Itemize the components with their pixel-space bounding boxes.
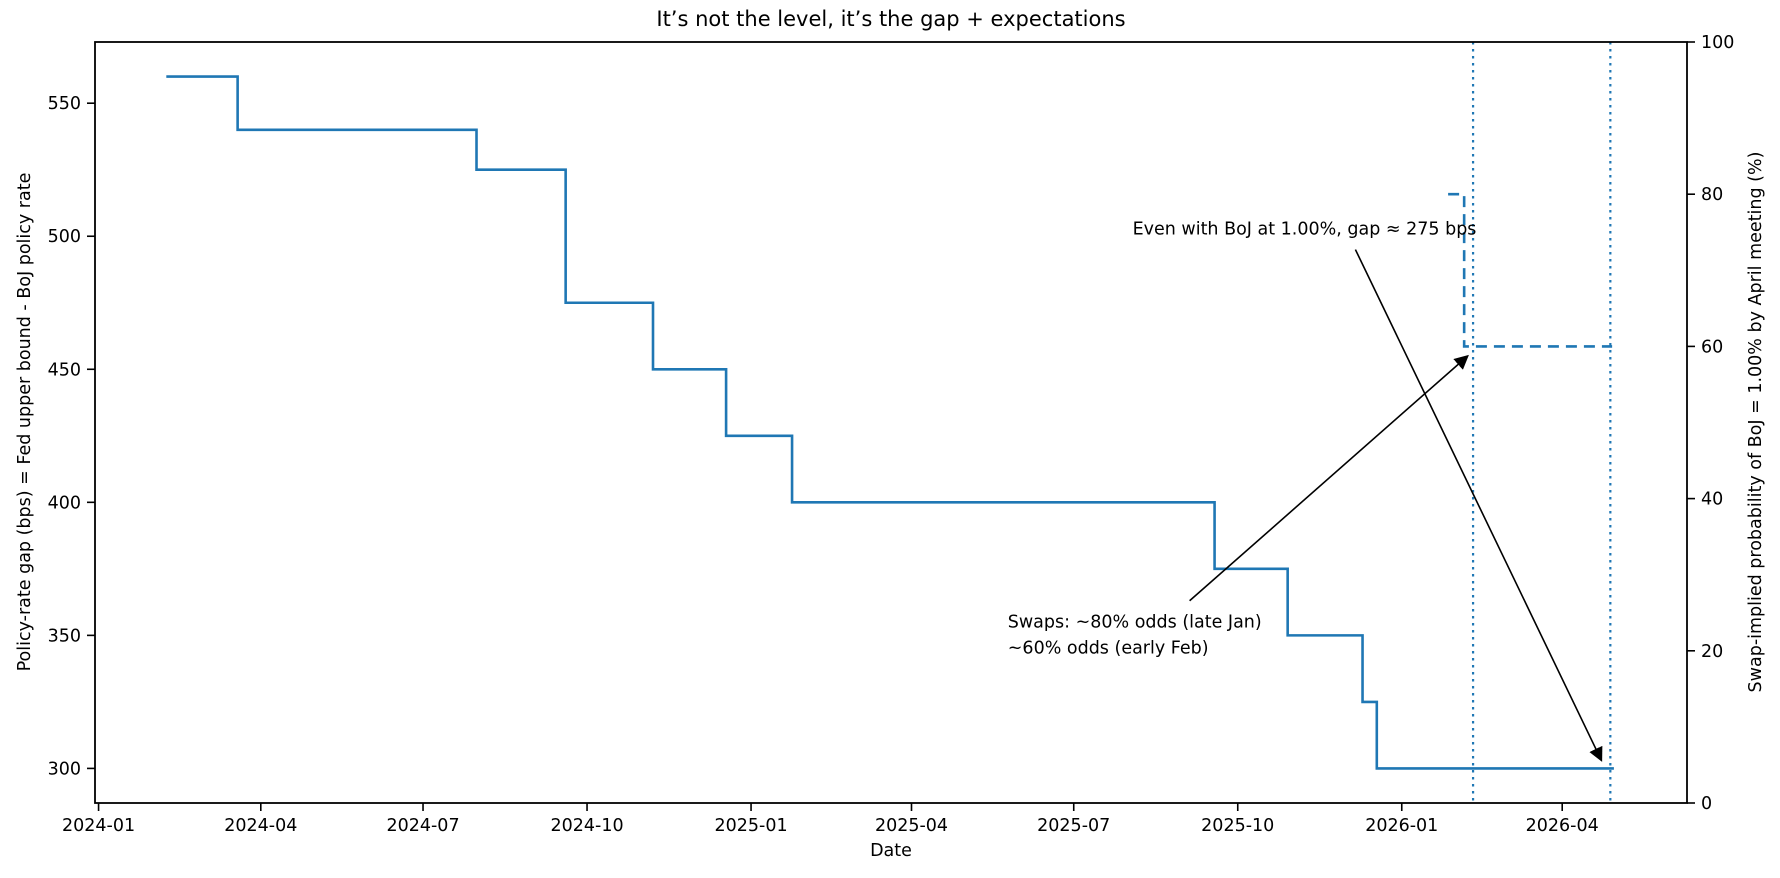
x-tick-label: 2024-10 [550, 816, 623, 836]
y-left-tick-label: 300 [48, 759, 81, 779]
gap-annotation-text: Even with BoJ at 1.00%, gap ≈ 275 bps [1133, 219, 1477, 239]
x-tick-label: 2024-01 [62, 816, 135, 836]
y-left-tick-label: 400 [48, 493, 81, 513]
y-right-tick-label: 60 [1701, 337, 1723, 357]
series-policy-rate-gap-bps [166, 75, 1614, 770]
x-tick-label: 2025-07 [1037, 816, 1110, 836]
x-axis-label: Date [870, 841, 912, 861]
y-axis-label-left: Policy-rate gap (bps) = Fed upper bound … [15, 172, 35, 672]
y-right-tick-label: 80 [1701, 185, 1723, 205]
x-tick-label: 2024-04 [224, 816, 297, 836]
y-left-tick-label: 350 [48, 626, 81, 646]
x-tick-label: 2026-04 [1526, 816, 1599, 836]
swaps-annotation-text: Swaps: ~80% odds (late Jan) ~60% odds (ea… [1008, 612, 1262, 658]
y-axis-label-right: Swap-implied probability of BoJ = 1.00% … [1746, 151, 1766, 693]
gap-annotation-arrow [1354, 249, 1603, 762]
chart-title: It’s not the level, it’s the gap + expec… [656, 7, 1126, 31]
plot-border [94, 41, 1688, 804]
x-tick-label: 2025-10 [1201, 816, 1274, 836]
x-tick-label: 2026-01 [1365, 816, 1438, 836]
x-tick-label: 2025-04 [875, 816, 948, 836]
y-right-tick-label: 40 [1701, 490, 1723, 510]
x-tick-label: 2024-07 [386, 816, 459, 836]
y-left-tick-label: 450 [48, 360, 81, 380]
y-right-tick-label: 0 [1701, 794, 1712, 814]
x-tick-label: 2025-01 [714, 816, 787, 836]
y-right-tick-label: 100 [1701, 33, 1734, 53]
y-left-tick-label: 500 [48, 227, 81, 247]
y-right-tick-label: 20 [1701, 642, 1723, 662]
series-swap-implied-probability-pct [1448, 192, 1613, 348]
y-left-tick-label: 550 [48, 94, 81, 114]
swaps-annotation-arrow [1189, 354, 1469, 602]
